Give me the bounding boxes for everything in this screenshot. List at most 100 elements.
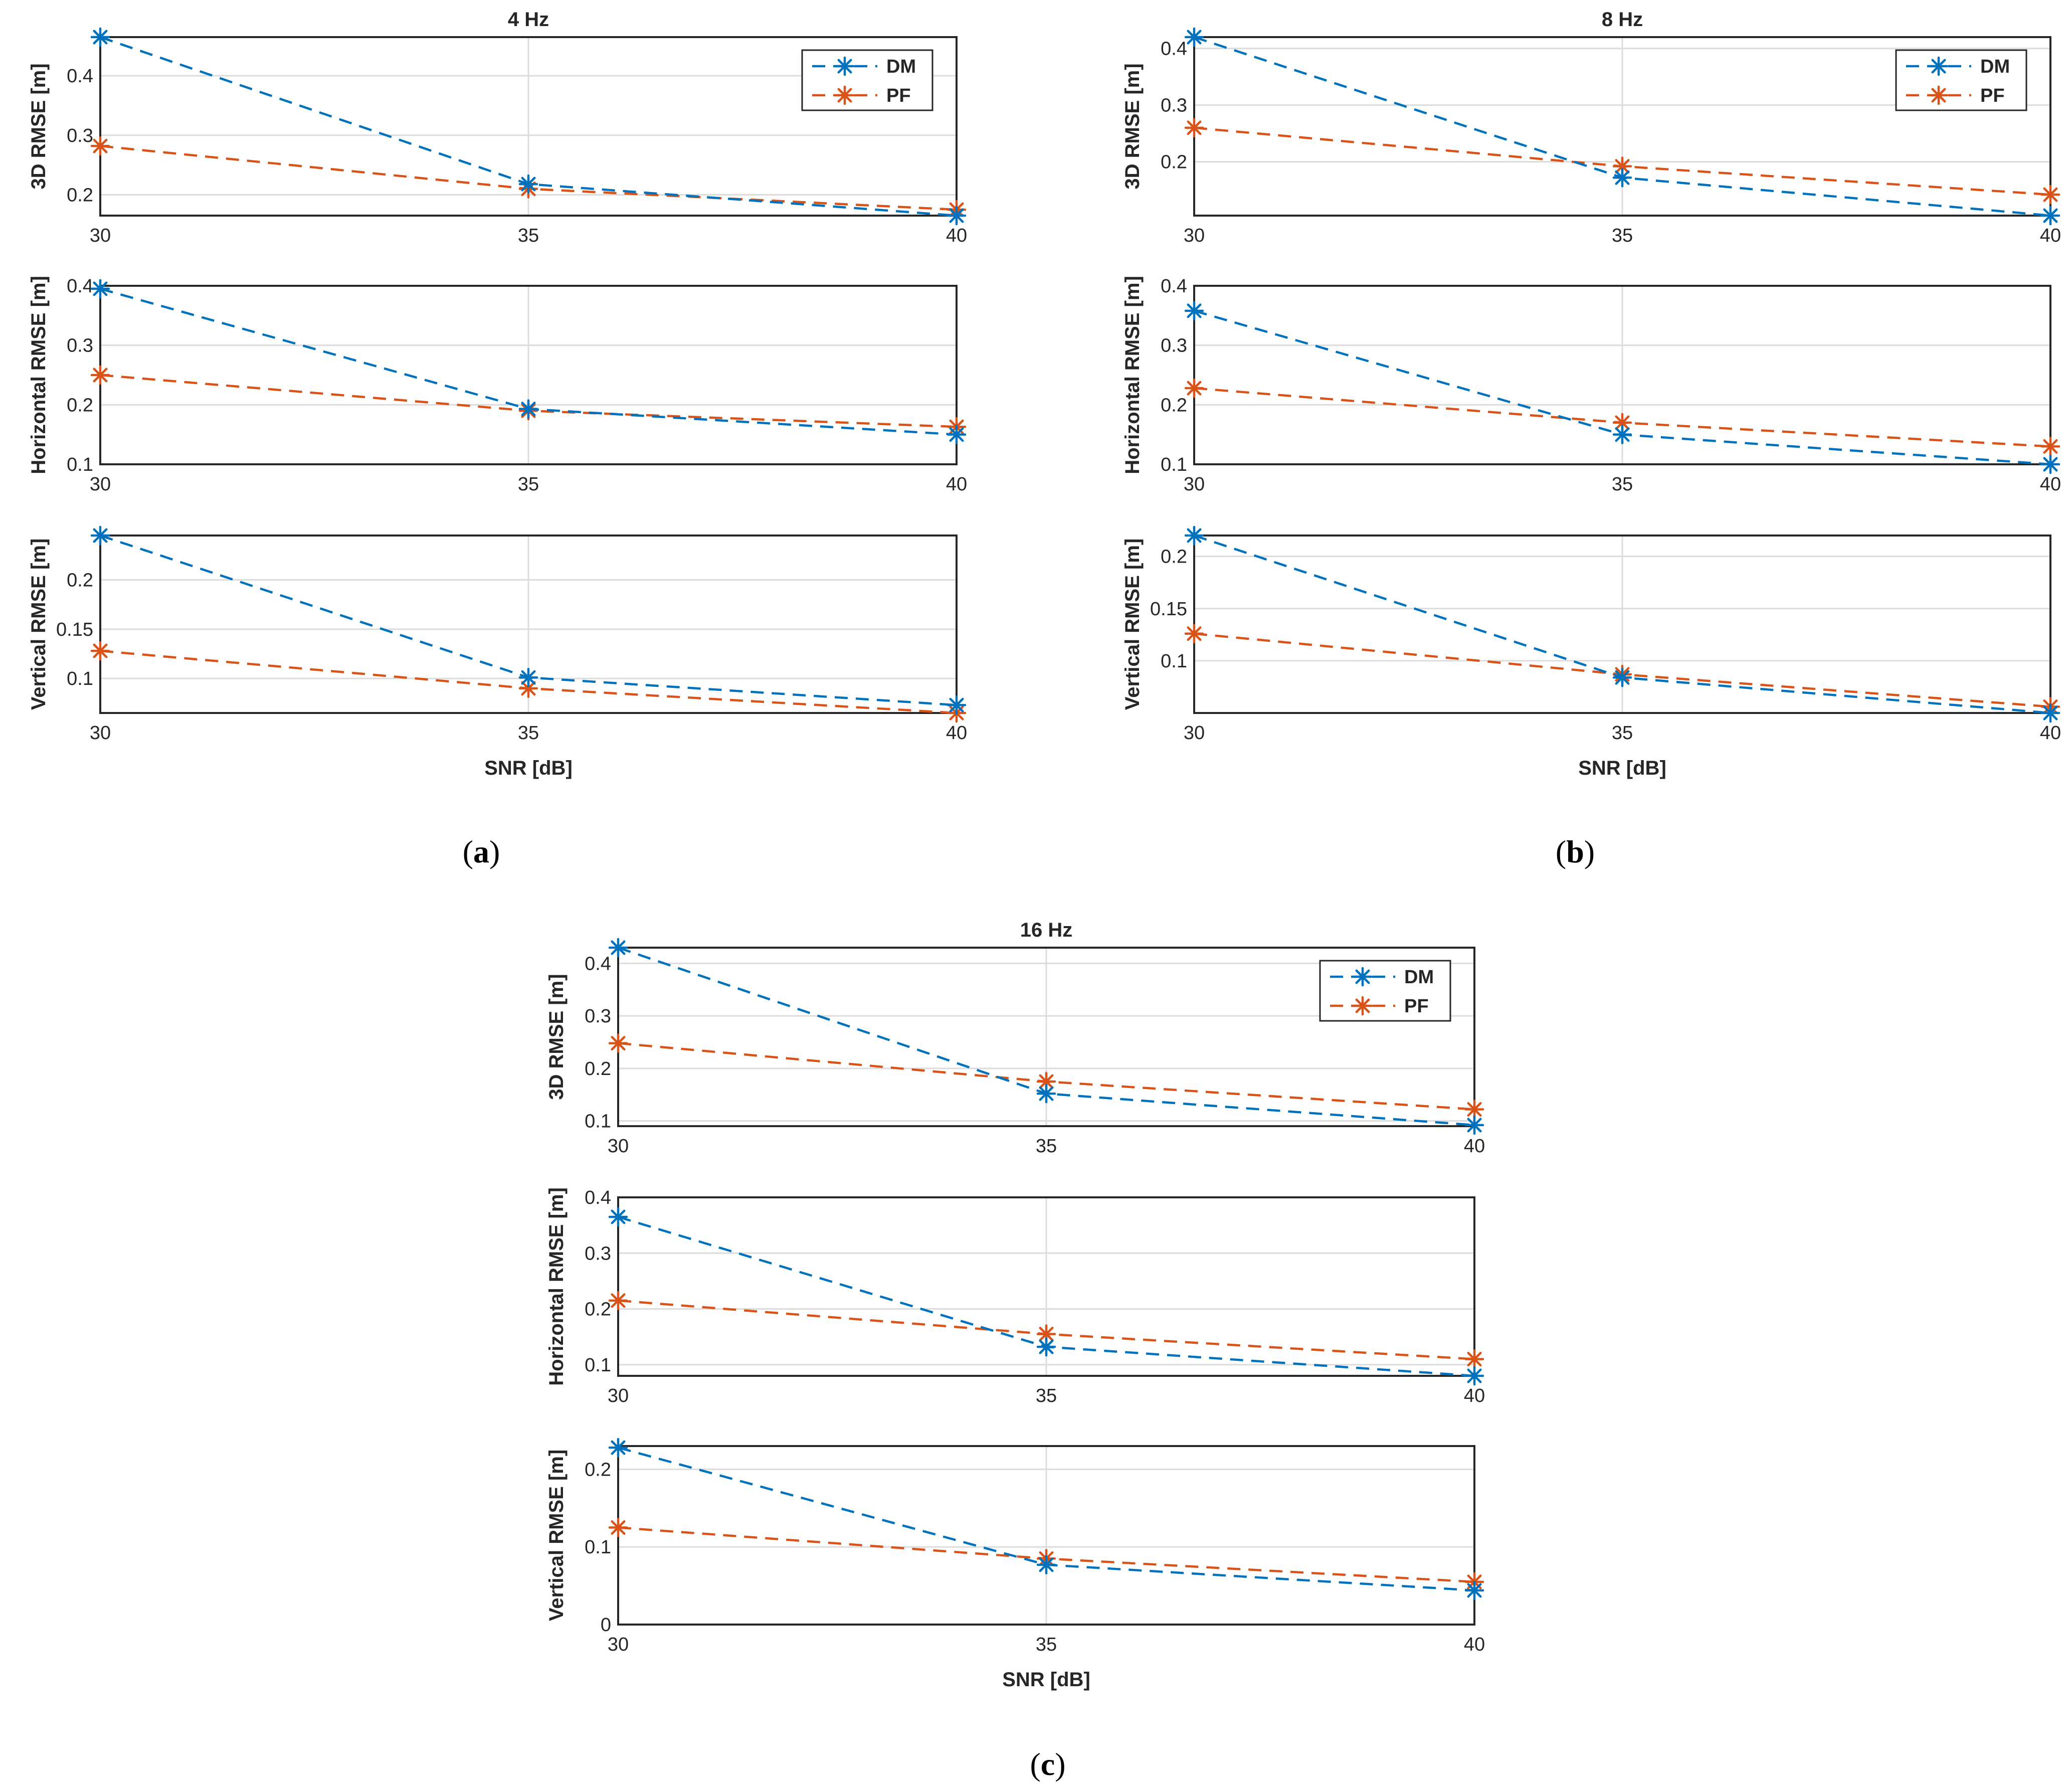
legend-marker-pf (1929, 85, 1949, 105)
panel-label-open: ( (1030, 1746, 1040, 1782)
data-point-dm (1036, 1337, 1056, 1357)
y-tick-label: 0.1 (67, 668, 93, 689)
subplot-3: 0 0.1 0.2 30 35 40 Vertical RMSE [m] (545, 1438, 1485, 1655)
x-tick-label: 35 (1612, 474, 1633, 495)
y-tick-label: 0.1 (585, 1537, 611, 1558)
legend-marker-dm (1929, 56, 1949, 76)
x-tick-label: 30 (608, 1136, 629, 1157)
data-point-dm (2040, 454, 2060, 474)
y-tick-label: 0.2 (585, 1299, 611, 1320)
panel-label: (b) (1556, 834, 1595, 869)
data-point-dm (90, 525, 110, 546)
subplot-2: 0.1 0.2 0.3 0.4 30 35 40 Horizontal RMSE [m] (545, 1187, 1485, 1406)
data-point-pf (1184, 118, 1204, 138)
legend-marker-dm (1353, 967, 1373, 987)
data-point-dm (518, 174, 538, 194)
x-tick-label: 35 (518, 723, 539, 744)
legend-label-pf: PF (886, 85, 911, 106)
data-point-dm (1036, 1555, 1056, 1575)
y-axis-title: Horizontal RMSE [m] (1121, 276, 1144, 474)
panel-label-letter: b (1566, 834, 1584, 869)
x-tick-label: 30 (90, 225, 111, 246)
axes-box (617, 1196, 1475, 1377)
y-tick-label: 0.4 (67, 276, 93, 297)
data-point-dm (1184, 525, 1204, 546)
y-tick-label: 0.4 (67, 66, 93, 87)
y-tick-label: 0.4 (585, 1187, 611, 1208)
legend-box (1319, 960, 1451, 1022)
legend-box (801, 49, 933, 111)
y-tick-label: 0.15 (56, 619, 93, 640)
data-point-pf (2040, 185, 2060, 205)
data-point-pf (90, 641, 110, 661)
y-axis-title: Vertical RMSE [m] (545, 1450, 568, 1621)
x-tick-label: 35 (1612, 225, 1633, 246)
data-point-pf (90, 365, 110, 385)
y-axis-title: 3D RMSE [m] (1121, 63, 1144, 189)
x-tick-label: 35 (518, 225, 539, 246)
x-tick-label: 35 (1036, 1634, 1057, 1655)
data-point-dm (1612, 425, 1632, 444)
x-tick-label: 40 (946, 225, 967, 246)
panel-label-open: ( (1556, 834, 1566, 869)
x-tick-label: 35 (1612, 723, 1633, 744)
data-point-pf (1184, 378, 1204, 398)
data-point-pf (1612, 413, 1632, 433)
y-tick-label: 0.1 (1161, 651, 1187, 672)
panel-label-close: ) (1055, 1746, 1065, 1782)
data-point-dm (608, 1207, 628, 1227)
panel-label: (c) (1030, 1746, 1065, 1782)
x-tick-label: 35 (1036, 1136, 1057, 1157)
legend-label-dm: DM (886, 56, 916, 77)
x-tick-label: 30 (1184, 474, 1205, 495)
y-tick-label: 0.3 (585, 1006, 611, 1027)
data-point-pf (608, 1518, 628, 1537)
y-tick-label: 0.3 (585, 1243, 611, 1264)
x-tick-label: 35 (518, 474, 539, 495)
data-point-dm (1036, 1084, 1056, 1104)
y-axis-title: Vertical RMSE [m] (28, 539, 50, 710)
y-tick-label: 0.3 (67, 125, 93, 146)
legend-marker-pf (1353, 996, 1373, 1016)
x-tick-label: 40 (946, 474, 967, 495)
data-point-pf (2040, 437, 2060, 456)
data-point-dm (518, 399, 538, 419)
y-axis-title: 3D RMSE [m] (545, 974, 568, 1100)
y-tick-label: 0.2 (1161, 547, 1187, 568)
data-point-pf (90, 136, 110, 156)
data-point-dm (947, 206, 967, 226)
x-tick-label: 40 (2040, 225, 2061, 246)
legend-marker-pf (835, 85, 855, 105)
y-axis-title: Horizontal RMSE [m] (28, 276, 50, 474)
y-tick-label: 0.3 (67, 335, 93, 356)
panel-label: (a) (463, 834, 500, 869)
y-axis-title: Vertical RMSE [m] (1121, 539, 1144, 710)
data-point-pf (1036, 1071, 1056, 1092)
data-point-pf (608, 1291, 628, 1311)
y-tick-label: 0.1 (585, 1355, 611, 1376)
data-point-dm (1184, 301, 1204, 321)
legend-box (1895, 49, 2027, 111)
chart-title: 4 Hz (508, 9, 549, 31)
y-tick-label: 0.15 (1150, 599, 1187, 620)
legend-label-pf: PF (1404, 996, 1429, 1017)
x-tick-label: 40 (946, 723, 967, 744)
x-tick-label: 30 (608, 1634, 629, 1655)
y-tick-label: 0 (601, 1615, 611, 1636)
legend: DM PF (1895, 49, 2027, 111)
y-tick-label: 0.2 (67, 185, 93, 206)
data-point-pf (1184, 624, 1204, 643)
y-tick-label: 0.4 (1161, 276, 1187, 297)
y-tick-label: 0.4 (585, 953, 611, 974)
axes-box (99, 36, 958, 217)
panel-label-open: ( (463, 834, 473, 869)
data-point-dm (90, 279, 110, 299)
legend-label-pf: PF (1980, 85, 2005, 106)
x-axis-title: SNR [dB] (484, 757, 573, 779)
y-tick-label: 0.3 (1161, 335, 1187, 356)
subplot-3: 0.1 0.15 0.2 30 35 40 Vertical RMSE [m] (1121, 525, 2061, 744)
y-tick-label: 0.2 (585, 1459, 611, 1480)
